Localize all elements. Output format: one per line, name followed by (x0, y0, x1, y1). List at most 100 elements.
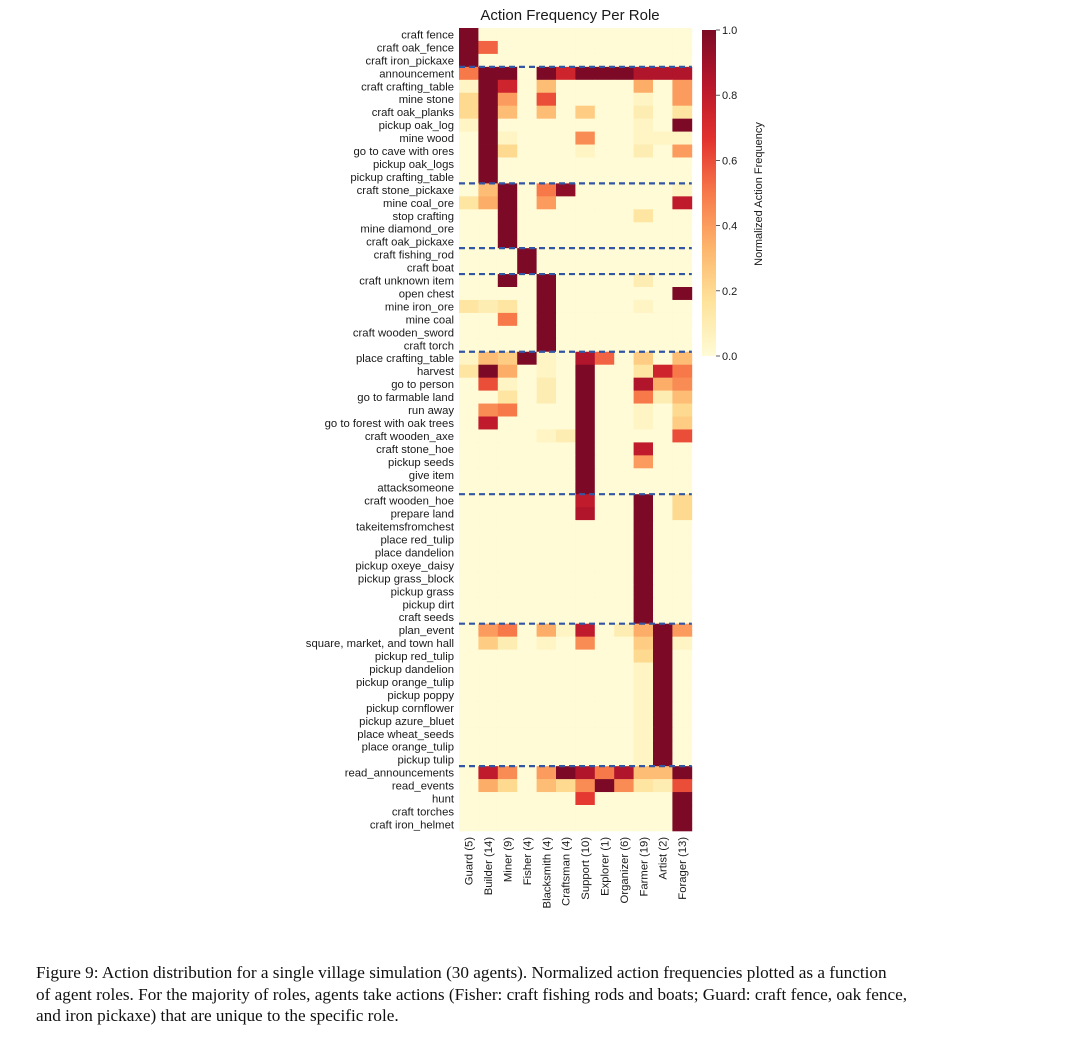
heatmap-cell (653, 235, 673, 249)
heatmap-cell (556, 662, 576, 676)
heatmap-cell (478, 28, 499, 42)
heatmap-cell (633, 740, 654, 754)
heatmap-cell (459, 79, 479, 94)
heatmap-cell (536, 40, 557, 55)
heatmap-cell (594, 222, 615, 236)
heatmap-cell (614, 507, 634, 521)
heatmap-cell (536, 209, 557, 223)
row-label: plan_event (399, 625, 455, 637)
heatmap-cell (536, 636, 557, 650)
heatmap-cell (672, 766, 693, 780)
heatmap-cell (556, 118, 576, 132)
heatmap-cell (459, 740, 479, 754)
heatmap-cell (633, 157, 654, 171)
row-label: mine diamond_ore (360, 224, 454, 236)
heatmap-cell (459, 312, 479, 327)
heatmap-cell (497, 287, 518, 301)
heatmap-cell (478, 144, 499, 158)
heatmap-cell (672, 416, 693, 430)
heatmap-cell (478, 753, 499, 767)
row-label: takeitemsfromchest (356, 522, 455, 534)
heatmap-cell (633, 79, 654, 94)
heatmap-cell (478, 507, 499, 521)
heatmap-cell (478, 261, 499, 275)
heatmap-cell (459, 636, 479, 650)
heatmap-cell (517, 766, 537, 780)
heatmap-cell (672, 53, 693, 68)
heatmap-cell (653, 53, 673, 68)
heatmap-cell (672, 610, 693, 625)
heatmap-cell (517, 623, 537, 638)
row-label: craft crafting_table (361, 81, 454, 93)
heatmap-cell (653, 740, 673, 754)
heatmap-cell (594, 429, 615, 443)
heatmap-cell (478, 183, 499, 197)
heatmap-cell (459, 571, 479, 586)
heatmap-cell (633, 662, 654, 676)
heatmap-cell (614, 468, 634, 482)
heatmap-cell (478, 442, 499, 456)
heatmap-cell (614, 636, 634, 650)
caption-line-1: Figure 9: Action distribution for a sing… (36, 963, 887, 982)
heatmap-cell (594, 28, 615, 42)
colorbar-tick-label: 1.0 (722, 25, 737, 37)
heatmap-cell (614, 546, 634, 560)
heatmap-cell (556, 649, 576, 663)
row-label: mine stone (399, 94, 454, 106)
heatmap-cell (478, 170, 499, 184)
heatmap-cell (459, 299, 479, 314)
heatmap-cell (536, 805, 557, 819)
heatmap-cell (556, 157, 576, 171)
heatmap-cell (536, 403, 557, 417)
heatmap-cell (672, 571, 693, 586)
heatmap-cell (594, 92, 615, 107)
row-label: stop crafting (392, 211, 454, 223)
heatmap-cell (594, 183, 615, 197)
heatmap-cell (536, 442, 557, 456)
heatmap-cell (633, 118, 654, 132)
heatmap-cell (672, 792, 693, 806)
heatmap-cell (575, 766, 596, 780)
heatmap-cell (614, 261, 634, 275)
heatmap-cell (633, 597, 654, 612)
heatmap-cell (633, 571, 654, 586)
heatmap-cell (517, 170, 537, 184)
heatmap-cell (653, 209, 673, 223)
heatmap-cell (478, 571, 499, 586)
heatmap-cell (575, 494, 596, 508)
heatmap-cell (478, 287, 499, 301)
heatmap-cell (594, 455, 615, 469)
heatmap-cell (653, 118, 673, 132)
heatmap-cell (497, 40, 518, 55)
heatmap-cell (575, 662, 596, 676)
heatmap-cell (536, 235, 557, 249)
heatmap-cell (497, 597, 518, 612)
heatmap-cell (517, 390, 537, 404)
heatmap-cell (497, 429, 518, 443)
heatmap-cell (575, 28, 596, 42)
heatmap-cell (575, 610, 596, 625)
heatmap-cell (614, 248, 634, 262)
heatmap-cell (536, 571, 557, 586)
heatmap-cell (594, 66, 615, 81)
heatmap-cell (517, 403, 537, 417)
heatmap-cell (517, 688, 537, 702)
row-label: craft boat (407, 263, 455, 275)
heatmap-cell (459, 714, 479, 728)
heatmap-cell (497, 274, 518, 288)
heatmap-cell (556, 338, 576, 353)
heatmap-cell (594, 558, 615, 573)
heatmap-cell (614, 623, 634, 638)
column-label: Miner (9) (503, 837, 515, 882)
column-label: Support (10) (580, 837, 592, 900)
heatmap-cell (672, 40, 693, 55)
heatmap-cell (633, 675, 654, 689)
heatmap-cell (614, 558, 634, 573)
heatmap-cell (556, 584, 576, 599)
row-label: craft wooden_hoe (364, 496, 454, 508)
heatmap-cell (478, 494, 499, 508)
heatmap-cell (575, 558, 596, 573)
heatmap-cell (536, 144, 557, 158)
heatmap-cell (633, 53, 654, 68)
heatmap-cell (517, 481, 537, 495)
